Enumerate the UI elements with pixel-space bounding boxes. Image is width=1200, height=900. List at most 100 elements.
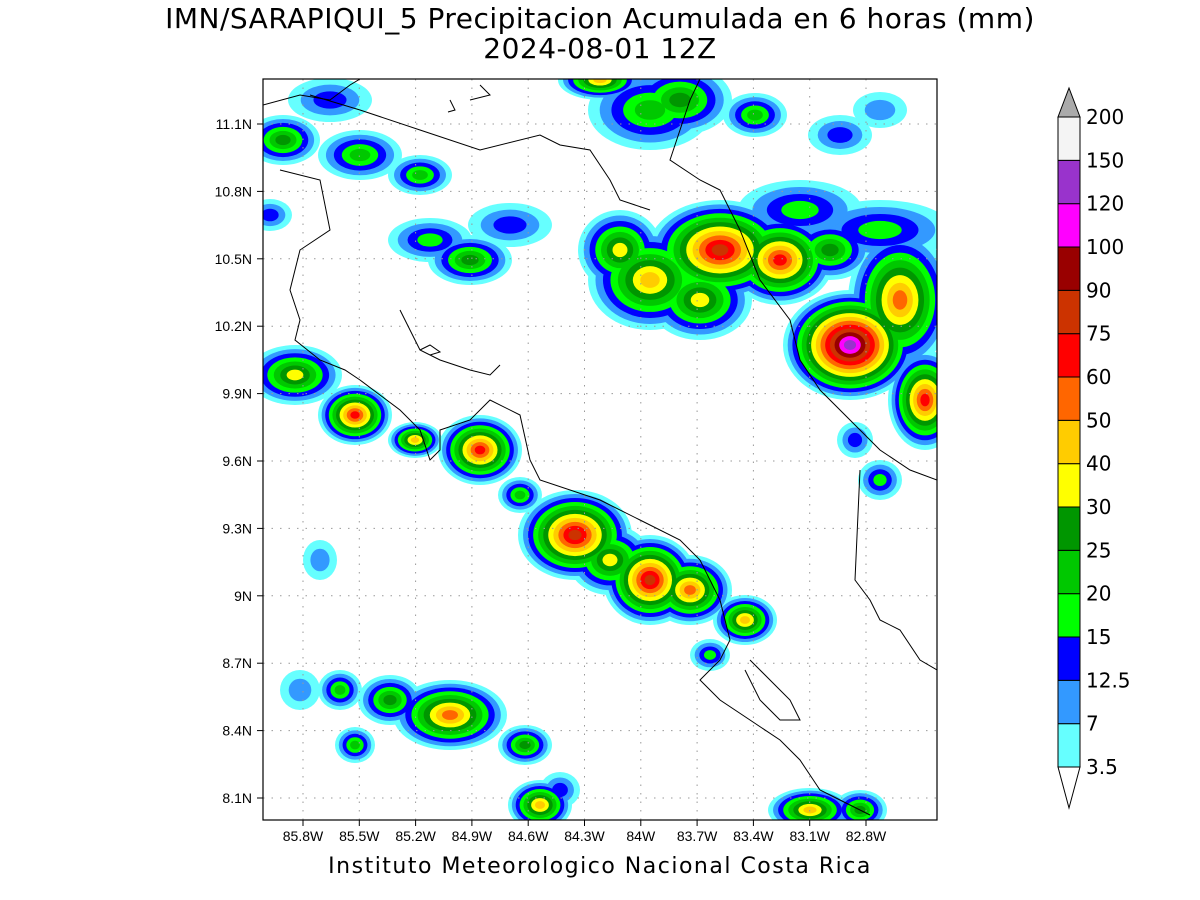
- colorbar-swatch: [1057, 679, 1081, 725]
- precip-contour: [493, 216, 527, 234]
- precip-contour: [461, 254, 479, 266]
- lat-tick-label: 9.3N: [222, 520, 252, 536]
- colorbar-swatch: [1057, 419, 1081, 465]
- precip-contour: [684, 585, 696, 595]
- lon-tick-label: 85.2W: [395, 828, 436, 844]
- colorbar-label: 75: [1086, 322, 1111, 346]
- precip-contour: [383, 694, 397, 706]
- map-subtitle-date: 2024-08-01 12Z: [483, 32, 717, 65]
- precip-contour: [334, 685, 346, 695]
- precip-contour: [286, 369, 304, 381]
- precip-contour: [263, 208, 279, 222]
- precip-contour: [442, 710, 458, 720]
- lon-tick-label: 84W: [626, 828, 656, 844]
- colorbar: 3.5 7 12.5 15 20 25 30 40 50 60 75 90 100 120 150 200: [1057, 86, 1131, 810]
- colorbar-label: 200: [1086, 105, 1124, 129]
- precip-contour: [310, 548, 330, 572]
- precip-contour: [417, 233, 443, 247]
- precip-contour: [644, 574, 656, 586]
- lon-tick-label: 83.1W: [789, 828, 830, 844]
- precip-contour: [773, 254, 787, 266]
- precip-contour: [350, 740, 360, 750]
- precip-contour: [747, 109, 763, 121]
- colorbar-swatch: [1057, 159, 1081, 205]
- colorbar-swatch: [1057, 506, 1081, 551]
- precip-contour: [350, 411, 360, 419]
- precip-contour: [843, 340, 857, 350]
- lon-tick-label: 84.3W: [564, 828, 605, 844]
- map-frame: [262, 78, 938, 821]
- axis-ticks: 85.8W 85.5W 85.2W 84.9W 84.6W 84.3W 84W 83.7W 83…: [215, 116, 887, 844]
- colorbar-over-triangle: [1057, 86, 1081, 118]
- lat-tick-label: 8.7N: [222, 655, 252, 671]
- precip-contour: [821, 243, 839, 257]
- coastline: [469, 84, 491, 101]
- colorbar-label: 90: [1086, 278, 1111, 302]
- coastline: [263, 79, 361, 106]
- lat-tick-label: 9N: [234, 588, 252, 604]
- colorbar-swatch: [1057, 376, 1081, 421]
- lat-tick-label: 10.2N: [215, 318, 252, 334]
- coastlines: [263, 79, 937, 816]
- precip-contour: [892, 290, 908, 310]
- precip-contour: [920, 393, 930, 407]
- lat-tick-label: 10.8N: [215, 183, 252, 199]
- precip-contour: [275, 134, 291, 146]
- colorbar-swatch: [1057, 116, 1081, 161]
- lon-tick-label: 83.4W: [733, 828, 774, 844]
- precip-contour: [781, 200, 819, 220]
- precip-contour: [552, 782, 568, 798]
- colorbar-label: 150: [1086, 148, 1124, 172]
- precip-contour: [634, 100, 666, 120]
- colorbar-swatch: [1057, 203, 1081, 248]
- lon-tick-label: 85.8W: [283, 828, 324, 844]
- colorbar-label: 20: [1086, 582, 1111, 606]
- lon-tick-label: 84.6W: [508, 828, 549, 844]
- coastline: [399, 309, 501, 376]
- lat-tick-label: 9.9N: [222, 386, 252, 402]
- colorbar-swatch: [1057, 723, 1081, 768]
- colorbar-swatch: [1057, 333, 1081, 378]
- precip-contour: [690, 292, 710, 308]
- precip-contour: [640, 272, 660, 288]
- coastline: [309, 94, 651, 211]
- colorbar-label: 120: [1086, 192, 1124, 216]
- lat-tick-label: 8.1N: [222, 790, 252, 806]
- precip-contour: [568, 529, 582, 541]
- footer-credit: Instituto Meteorologico Nacional Costa R…: [328, 854, 872, 879]
- lon-tick-label: 83.7W: [677, 828, 718, 844]
- lat-tick-label: 8.4N: [222, 723, 252, 739]
- colorbar-label: 3.5: [1086, 755, 1118, 779]
- coastline: [279, 169, 871, 816]
- precip-contour: [349, 148, 371, 162]
- colorbar-swatch: [1057, 593, 1081, 638]
- precip-contour: [739, 616, 751, 624]
- precip-contour: [519, 740, 531, 750]
- colorbar-label: 12.5: [1086, 668, 1131, 692]
- colorbar-swatch: [1057, 549, 1081, 595]
- grid-lines: [263, 79, 937, 820]
- precip-contour: [711, 244, 729, 256]
- lon-tick-label: 82.8W: [846, 828, 887, 844]
- colorbar-label: 15: [1086, 625, 1111, 649]
- lon-tick-label: 85.5W: [339, 828, 380, 844]
- precip-contour: [514, 490, 526, 500]
- precip-contour: [288, 678, 312, 702]
- lat-tick-label: 10.5N: [215, 251, 252, 267]
- coastline: [854, 469, 937, 671]
- precip-contour: [593, 79, 607, 84]
- map-title: IMN/SARAPIQUI_5 Precipitacion Acumulada …: [165, 2, 1035, 35]
- coastline: [744, 659, 801, 721]
- coastline: [669, 79, 937, 481]
- colorbar-label: 25: [1086, 538, 1111, 562]
- precip-contour: [873, 473, 887, 487]
- precip-contour: [864, 99, 896, 121]
- colorbar-swatch: [1057, 636, 1081, 681]
- precip-contour: [534, 801, 546, 809]
- precipitation-field: [263, 79, 937, 820]
- colorbar-label: 50: [1086, 408, 1111, 432]
- precip-contour: [602, 553, 618, 567]
- lat-tick-label: 9.6N: [222, 453, 252, 469]
- precip-contour: [474, 445, 486, 455]
